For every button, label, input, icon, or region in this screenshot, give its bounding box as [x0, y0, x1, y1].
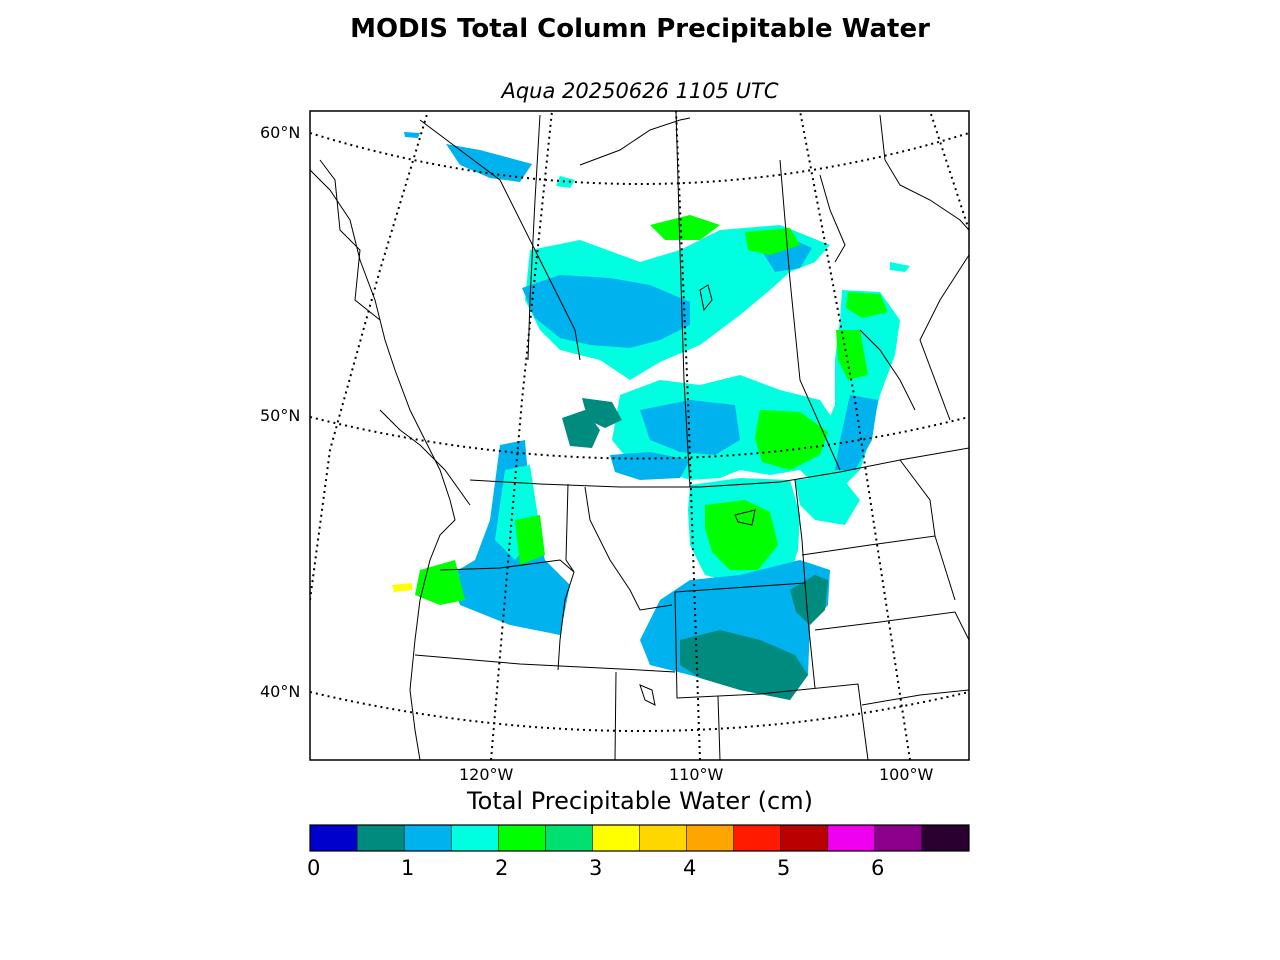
meridian-110w [675, 111, 701, 760]
pw-region [446, 144, 532, 182]
lake [639, 684, 656, 706]
border [614, 671, 617, 760]
pw-region [650, 215, 720, 240]
pw-region [404, 132, 420, 138]
lon-label-110w: 110°W [669, 765, 724, 784]
meridian-130w [310, 111, 429, 601]
border [919, 254, 969, 421]
border [419, 119, 581, 361]
colorbar-swatch [921, 825, 970, 851]
coastline [319, 159, 381, 321]
coastline [819, 174, 846, 263]
parallel-40n [310, 691, 969, 732]
colorbar-title: Total Precipitable Water (cm) [467, 787, 813, 815]
colorbar-swatch [451, 825, 499, 851]
pw-region [755, 410, 828, 470]
colorbar-swatch [639, 825, 688, 851]
parallel-50n [310, 416, 969, 460]
border [779, 159, 841, 471]
colorbar-tick: 3 [589, 856, 603, 880]
pw-region [836, 330, 868, 380]
lat-label-60n: 60°N [260, 123, 301, 142]
pw-region [795, 475, 860, 525]
pw-region [392, 583, 412, 592]
colorbar [310, 825, 970, 851]
pw-region [515, 515, 545, 565]
coastline [859, 329, 916, 411]
pw-region [835, 395, 878, 470]
lon-label-120w: 120°W [459, 765, 514, 784]
colorbar-swatch [874, 825, 923, 851]
colorbar-swatch [780, 825, 829, 851]
border [557, 483, 575, 671]
border [674, 591, 869, 760]
border [861, 689, 969, 706]
border [674, 582, 806, 593]
border [469, 447, 969, 488]
colorbar-swatch [686, 825, 735, 851]
pw-region [680, 630, 808, 700]
lon-label-100w: 100°W [879, 765, 934, 784]
map-frame [309, 110, 970, 761]
border [414, 654, 676, 673]
coastline [379, 409, 471, 506]
boundaries [310, 111, 969, 760]
parallel-60n [310, 132, 969, 185]
lat-label-50n: 50°N [260, 406, 301, 425]
border [794, 479, 816, 689]
lake [699, 284, 713, 312]
border [527, 114, 541, 361]
pw-field [392, 132, 910, 700]
pw-region [582, 398, 622, 428]
colorbar-tick: 1 [401, 856, 415, 880]
colorbar-swatch [827, 825, 876, 851]
coastline [579, 117, 691, 166]
colorbar-swatch [733, 825, 782, 851]
pw-region [890, 262, 910, 272]
meridian-120w [490, 111, 553, 760]
pw-region [846, 292, 888, 318]
border [675, 111, 691, 488]
lake [734, 509, 756, 526]
chart-subtitle: Aqua 20250626 1105 UTC [501, 79, 779, 103]
colorbar-swatch [310, 825, 358, 851]
colorbar-swatch [592, 825, 640, 851]
pw-region [705, 500, 778, 570]
lat-label-40n: 40°N [260, 682, 301, 701]
pw-region [556, 176, 575, 188]
border [439, 559, 575, 573]
colorbar-tick: 6 [871, 856, 885, 880]
border [584, 486, 673, 611]
pw-region [790, 575, 828, 625]
graticule [310, 111, 969, 760]
border [717, 695, 721, 760]
pw-region [640, 400, 740, 455]
chart-title: MODIS Total Column Precipitable Water [350, 14, 930, 44]
colorbar-frame [309, 824, 970, 852]
colorbar-swatch [404, 825, 452, 851]
meridian-90w [929, 111, 969, 231]
pw-region [522, 275, 690, 348]
border [899, 459, 936, 537]
colorbar-tick: 5 [777, 856, 791, 880]
pw-region [415, 560, 465, 605]
colorbar-swatch [357, 825, 405, 851]
border [814, 611, 969, 641]
colorbar-tick: 0 [307, 856, 321, 880]
coastline [310, 169, 456, 760]
pw-region [610, 452, 690, 480]
colorbar-tick: 4 [683, 856, 697, 880]
colorbar-tick: 2 [495, 856, 509, 880]
colorbar-swatch [545, 825, 593, 851]
border [801, 535, 956, 601]
colorbar-swatch [498, 825, 546, 851]
meridian-100w [799, 111, 911, 760]
coastline [879, 114, 969, 231]
